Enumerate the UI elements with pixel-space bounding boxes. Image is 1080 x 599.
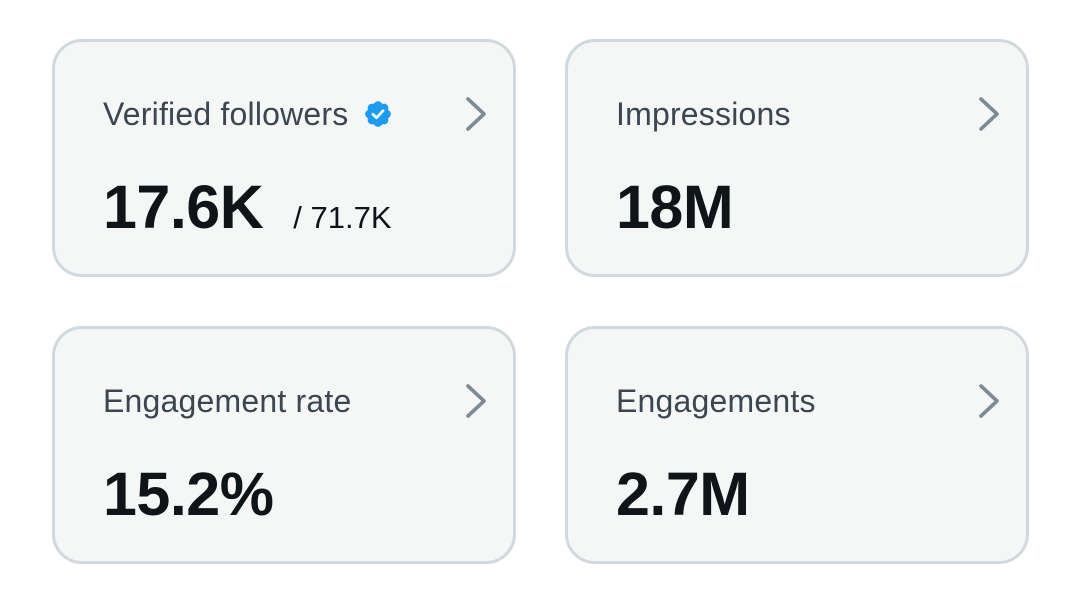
verified-followers-card[interactable]: Verified followers 17.6K / 71.7K [52, 39, 516, 277]
verified-followers-value: 17.6K [103, 173, 264, 241]
verified-badge-icon [364, 101, 391, 127]
verified-followers-label: Verified followers [103, 95, 349, 132]
engagements-card[interactable]: Engagements 2.7M [565, 326, 1029, 564]
card-value-row: 2.7M [616, 459, 750, 529]
engagement-rate-card[interactable]: Engagement rate 15.2% [52, 326, 516, 564]
chevron-right-icon[interactable] [459, 94, 493, 134]
engagement-rate-label: Engagement rate [103, 382, 352, 419]
impressions-card[interactable]: Impressions 18M [565, 39, 1029, 277]
engagements-label: Engagements [616, 382, 816, 419]
total-followers-value: / 71.7K [293, 200, 392, 235]
impressions-value: 18M [616, 173, 734, 241]
card-header: Impressions [616, 92, 791, 136]
chevron-right-icon[interactable] [972, 381, 1006, 421]
card-value-row: 17.6K / 71.7K [103, 172, 392, 242]
card-header: Verified followers [103, 92, 393, 136]
engagement-rate-value: 15.2% [103, 460, 274, 528]
impressions-label: Impressions [616, 95, 791, 132]
card-value-row: 15.2% [103, 459, 274, 529]
card-header: Engagement rate [103, 379, 352, 423]
chevron-right-icon[interactable] [972, 94, 1006, 134]
card-value-row: 18M [616, 172, 734, 242]
engagements-value: 2.7M [616, 460, 750, 528]
chevron-right-icon[interactable] [459, 381, 493, 421]
card-header: Engagements [616, 379, 816, 423]
